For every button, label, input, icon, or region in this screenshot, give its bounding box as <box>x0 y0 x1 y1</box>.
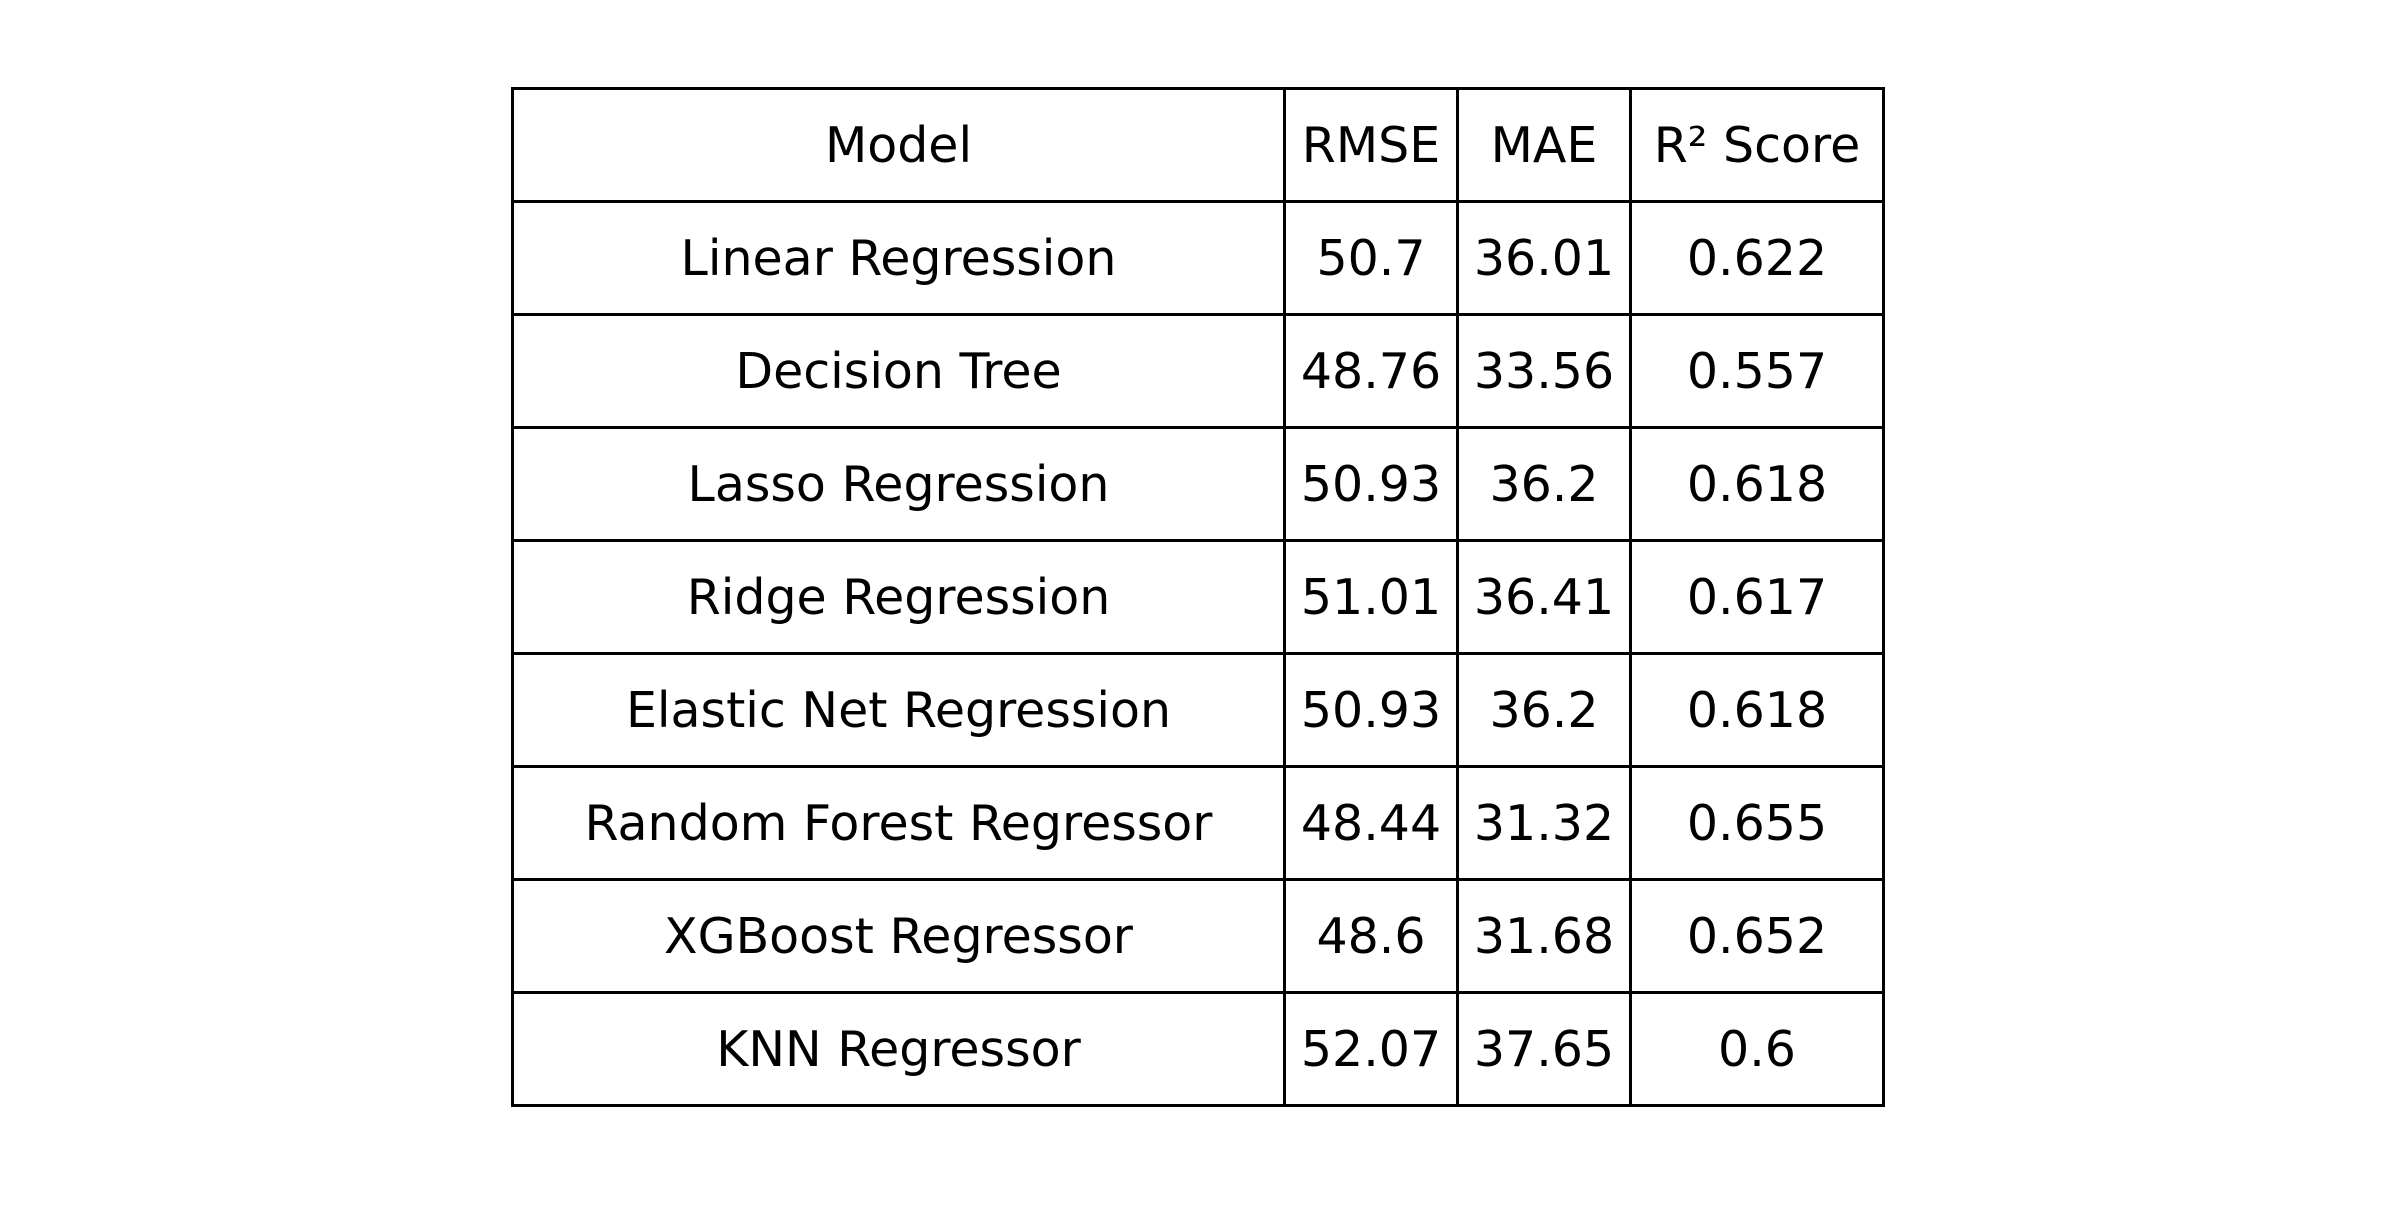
cell-mae: 33.56 <box>1456 313 1632 429</box>
cell-model: Linear Regression <box>511 200 1286 316</box>
table-row: Linear Regression 50.7 36.01 0.622 <box>511 200 1885 316</box>
table-row: Random Forest Regressor 48.44 31.32 0.65… <box>511 765 1885 881</box>
cell-r2-score: 0.618 <box>1629 426 1885 542</box>
header-row: Model RMSE MAE R² Score <box>511 87 1885 203</box>
cell-mae: 37.65 <box>1456 991 1632 1107</box>
cell-model: Decision Tree <box>511 313 1286 429</box>
cell-rmse: 50.93 <box>1283 426 1459 542</box>
cell-rmse: 48.6 <box>1283 878 1459 994</box>
cell-model: Ridge Regression <box>511 539 1286 655</box>
cell-mae: 36.41 <box>1456 539 1632 655</box>
cell-r2-score: 0.6 <box>1629 991 1885 1107</box>
cell-mae: 31.32 <box>1456 765 1632 881</box>
cell-r2-score: 0.617 <box>1629 539 1885 655</box>
cell-r2-score: 0.618 <box>1629 652 1885 768</box>
cell-rmse: 50.93 <box>1283 652 1459 768</box>
header-rmse: RMSE <box>1283 87 1459 203</box>
table-row: Decision Tree 48.76 33.56 0.557 <box>511 313 1885 429</box>
cell-model: Random Forest Regressor <box>511 765 1286 881</box>
cell-model: XGBoost Regressor <box>511 878 1286 994</box>
table-row: KNN Regressor 52.07 37.65 0.6 <box>511 991 1885 1107</box>
table-row: Lasso Regression 50.93 36.2 0.618 <box>511 426 1885 542</box>
cell-r2-score: 0.557 <box>1629 313 1885 429</box>
cell-r2-score: 0.655 <box>1629 765 1885 881</box>
header-model: Model <box>511 87 1286 203</box>
model-metrics-table: Model RMSE MAE R² Score Linear Regressio… <box>511 87 1885 1107</box>
table-row: XGBoost Regressor 48.6 31.68 0.652 <box>511 878 1885 994</box>
cell-rmse: 50.7 <box>1283 200 1459 316</box>
cell-model: Lasso Regression <box>511 426 1286 542</box>
header-mae: MAE <box>1456 87 1632 203</box>
table-row: Elastic Net Regression 50.93 36.2 0.618 <box>511 652 1885 768</box>
cell-r2-score: 0.622 <box>1629 200 1885 316</box>
cell-mae: 31.68 <box>1456 878 1632 994</box>
cell-model: Elastic Net Regression <box>511 652 1286 768</box>
cell-rmse: 51.01 <box>1283 539 1459 655</box>
cell-mae: 36.01 <box>1456 200 1632 316</box>
header-r2-score: R² Score <box>1629 87 1885 203</box>
cell-mae: 36.2 <box>1456 652 1632 768</box>
table-row: Ridge Regression 51.01 36.41 0.617 <box>511 539 1885 655</box>
cell-rmse: 48.76 <box>1283 313 1459 429</box>
cell-rmse: 52.07 <box>1283 991 1459 1107</box>
cell-rmse: 48.44 <box>1283 765 1459 881</box>
cell-mae: 36.2 <box>1456 426 1632 542</box>
cell-r2-score: 0.652 <box>1629 878 1885 994</box>
cell-model: KNN Regressor <box>511 991 1286 1107</box>
